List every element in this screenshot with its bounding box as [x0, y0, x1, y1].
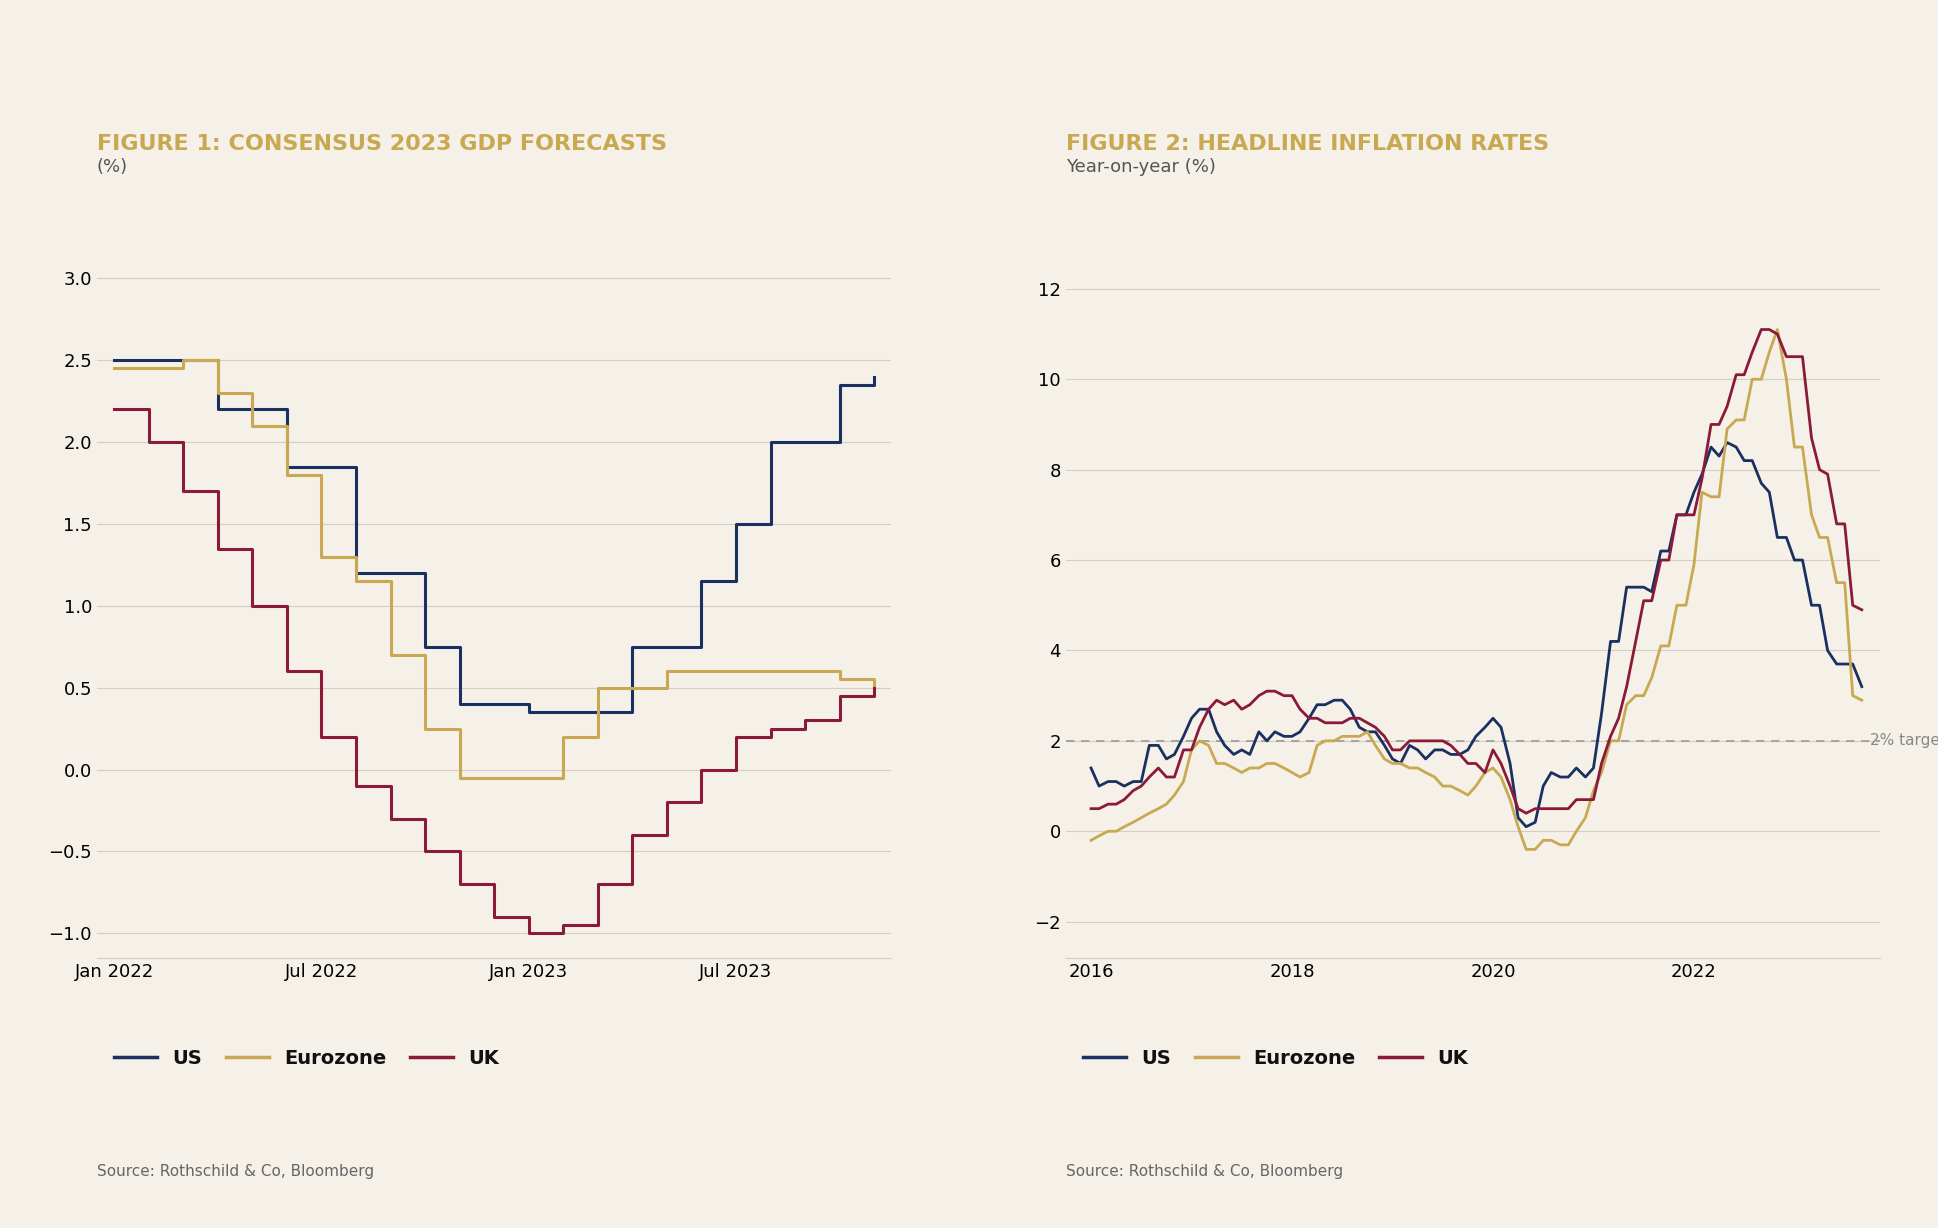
Text: Source: Rothschild & Co, Bloomberg: Source: Rothschild & Co, Bloomberg [97, 1164, 374, 1179]
Text: (%): (%) [97, 157, 128, 176]
Legend: US, Eurozone, UK: US, Eurozone, UK [107, 1041, 506, 1076]
Text: Year-on-year (%): Year-on-year (%) [1066, 157, 1215, 176]
Text: FIGURE 2: HEADLINE INFLATION RATES: FIGURE 2: HEADLINE INFLATION RATES [1066, 134, 1548, 154]
Text: Source: Rothschild & Co, Bloomberg: Source: Rothschild & Co, Bloomberg [1066, 1164, 1343, 1179]
Text: FIGURE 1: CONSENSUS 2023 GDP FORECASTS: FIGURE 1: CONSENSUS 2023 GDP FORECASTS [97, 134, 667, 154]
Legend: US, Eurozone, UK: US, Eurozone, UK [1076, 1041, 1475, 1076]
Text: 2% target: 2% target [1870, 733, 1938, 748]
